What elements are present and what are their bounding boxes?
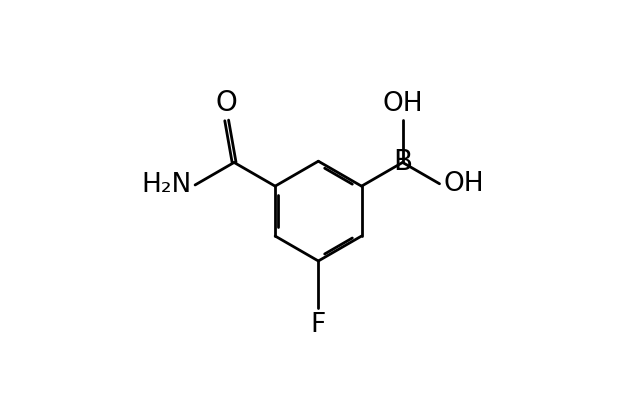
Text: OH: OH — [382, 91, 423, 117]
Text: B: B — [393, 148, 412, 176]
Text: O: O — [216, 89, 237, 117]
Text: OH: OH — [444, 171, 484, 197]
Text: H₂N: H₂N — [141, 172, 191, 198]
Text: F: F — [310, 312, 326, 338]
